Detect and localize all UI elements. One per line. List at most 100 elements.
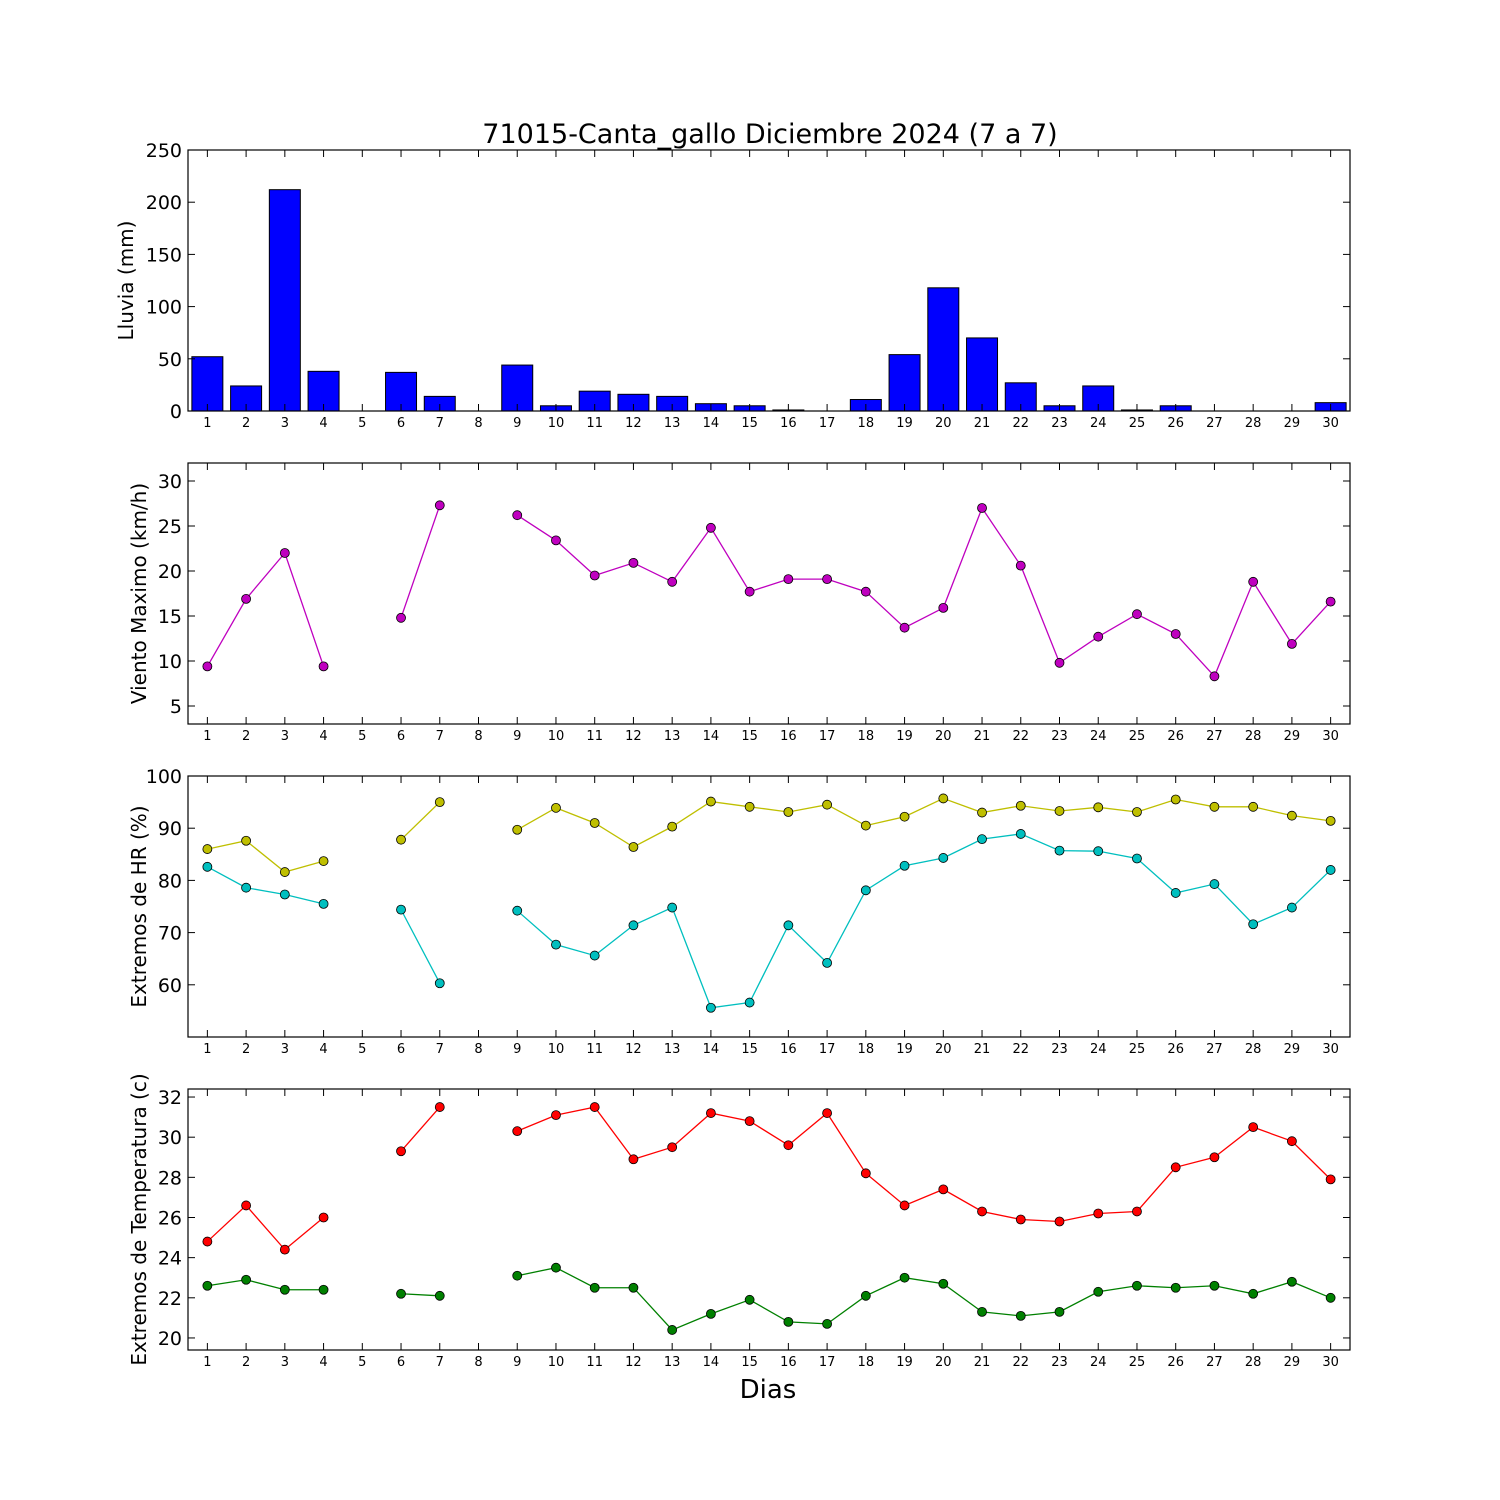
temperature-series-1-point-day-18 (860, 1290, 871, 1301)
temperature-series-0-point-day-28 (1248, 1122, 1259, 1133)
y-tick-label: 90 (158, 818, 182, 840)
humidity-series-0-point-day-30 (1325, 815, 1336, 826)
temperature-series-1-point-day-7 (434, 1290, 445, 1301)
x-tick-label: 16 (780, 729, 797, 744)
temperature-series-0-point-day-14 (706, 1108, 716, 1118)
x-tick-label: 28 (1245, 729, 1262, 744)
temperature-series-1-line-0 (207, 1279, 324, 1291)
humidity-series-0-point-day-18 (860, 820, 871, 831)
temperature-series-0-point-day-6 (396, 1146, 406, 1157)
x-tick-label: 18 (858, 1042, 875, 1057)
wind-series-0-point-day-28 (1248, 576, 1259, 587)
y-tick-label: 50 (158, 349, 182, 371)
x-tick-label: 27 (1206, 1042, 1223, 1057)
humidity-series-0-point-day-29 (1287, 810, 1297, 821)
x-tick-label: 4 (319, 1355, 327, 1370)
humidity-series-1-point-day-15 (744, 997, 755, 1008)
x-tick-label: 1 (203, 1355, 211, 1370)
x-tick-label: 11 (586, 1355, 603, 1370)
humidity-series-0-point-day-12 (628, 842, 639, 852)
y-tick-label: 100 (146, 766, 182, 788)
x-tick-label: 22 (1012, 729, 1029, 744)
humidity-series-0-line-1 (400, 801, 441, 841)
x-tick-label: 20 (935, 729, 952, 744)
temperature-series-1-point-day-17 (822, 1319, 832, 1329)
x-tick-label: 19 (896, 1042, 913, 1057)
wind-series-0-point-day-15 (744, 586, 755, 597)
temperature-series-0-point-day-25 (1132, 1206, 1142, 1217)
x-tick-label: 25 (1129, 729, 1146, 744)
x-tick-label: 7 (436, 416, 444, 431)
temperature-series-0-point-day-9 (512, 1126, 523, 1137)
y-tick-label: 10 (158, 651, 182, 673)
temperature-series-0-point-day-1 (202, 1236, 213, 1247)
y-tick-label: 5 (170, 696, 182, 718)
chart-title: 71015-Canta_gallo Diciembre 2024 (7 a 7) (482, 119, 1057, 150)
temperature-series-0-line-0 (206, 1204, 324, 1251)
y-tick-label: 70 (158, 923, 182, 945)
x-tick-label: 20 (935, 416, 952, 431)
temperature-series-0-point-day-23 (1054, 1216, 1065, 1227)
x-tick-label: 28 (1245, 1042, 1262, 1057)
x-tick-label: 18 (858, 416, 875, 431)
x-tick-label: 24 (1090, 729, 1107, 744)
x-tick-label: 8 (474, 729, 482, 744)
humidity-series-0-point-day-16 (783, 807, 794, 817)
temperature-series-0-point-day-20 (938, 1184, 949, 1195)
y-tick-label: 22 (158, 1288, 182, 1310)
temperature-series-0-point-day-26 (1170, 1162, 1181, 1173)
wind-series-0-point-day-23 (1054, 657, 1065, 668)
temperature-series-0-point-day-13 (667, 1142, 678, 1153)
humidity-series-0-point-day-13 (667, 821, 678, 832)
humidity-series-1-point-day-30 (1325, 865, 1336, 875)
x-tick-label: 2 (242, 1042, 250, 1057)
wind-series-0-point-day-2 (241, 594, 252, 604)
wind-series-0-point-day-7 (434, 500, 445, 511)
x-tick-label: 24 (1090, 1355, 1107, 1370)
x-tick-label: 27 (1206, 416, 1223, 431)
temperature-series-0-point-day-17 (822, 1108, 832, 1118)
x-tick-label: 4 (319, 1042, 327, 1057)
temperature-series-1-point-day-10 (551, 1262, 561, 1273)
x-tick-label: 6 (397, 1042, 405, 1057)
temperature-series-1-point-day-2 (241, 1274, 252, 1285)
temperature-series-1-point-day-9 (512, 1270, 523, 1281)
x-tick-label: 19 (896, 729, 913, 744)
humidity-series-1-point-day-19 (899, 860, 910, 871)
x-tick-label: 19 (896, 416, 913, 431)
temperature-series-1-point-day-28 (1248, 1288, 1259, 1299)
y-tick-label: 25 (158, 516, 182, 538)
x-tick-label: 16 (780, 416, 797, 431)
x-tick-label: 13 (664, 1042, 681, 1057)
wind-series-0-point-day-30 (1325, 596, 1336, 607)
temperature-series-1-point-day-21 (977, 1306, 987, 1317)
x-tick-label: 14 (703, 1355, 720, 1370)
bar-day-1 (191, 356, 224, 412)
x-tick-label: 4 (319, 416, 327, 431)
x-tick-label: 26 (1167, 1042, 1184, 1057)
humidity-series-0-point-day-21 (977, 807, 987, 818)
bar-day-19 (888, 354, 921, 412)
humidity-series-0-point-day-1 (202, 844, 213, 854)
x-tick-label: 10 (548, 416, 565, 431)
wind-series-0-point-day-10 (551, 535, 561, 546)
temperature-series-1-point-day-4 (318, 1284, 329, 1295)
temperature-series-1-point-day-1 (202, 1280, 213, 1291)
panel-humidity-frame (187, 775, 1351, 1038)
y-tick-label: 30 (158, 471, 182, 493)
x-tick-label: 21 (974, 416, 991, 431)
x-tick-label: 17 (819, 1355, 836, 1370)
y-tick-label: 60 (158, 975, 182, 997)
y-tick-label: 28 (158, 1167, 182, 1189)
panel-temperature-frame (187, 1088, 1351, 1351)
x-tick-label: 10 (548, 1355, 565, 1370)
x-tick-label: 29 (1284, 1042, 1301, 1057)
wind-series-0-point-day-9 (512, 510, 523, 521)
y-tick-label: 150 (146, 244, 182, 266)
wind-series-0-point-day-27 (1209, 671, 1220, 682)
x-tick-label: 12 (625, 729, 642, 744)
